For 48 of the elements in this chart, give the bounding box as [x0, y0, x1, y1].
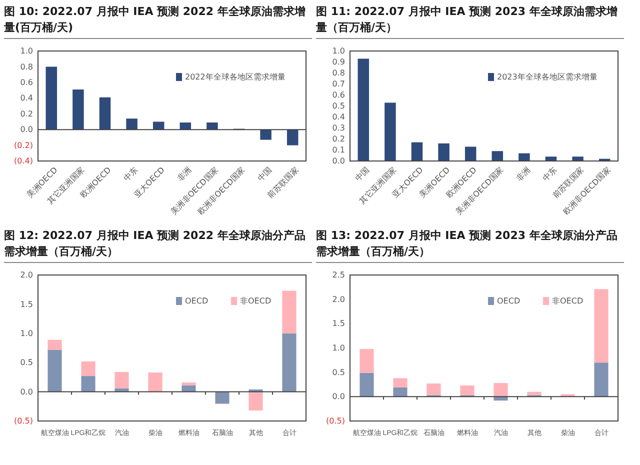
y-tick-label: 0.0 [20, 387, 33, 396]
legend-label: 2022年全球各地区需求增量 [185, 72, 286, 82]
y-tick-label: 0.4 [20, 94, 33, 103]
y-tick-label: 0.3 [332, 124, 345, 133]
y-tick-label: 1.5 [20, 300, 33, 309]
y-tick-label: 0.5 [20, 358, 33, 368]
y-tick-label: 0.7 [332, 80, 345, 89]
y-tick-label: 2.5 [332, 270, 345, 280]
chart-title: 图 10: 2022.07 月报中 IEA 预测 2022 年全球原油需求增量(百万桶/天) [4, 4, 312, 39]
legend-label: 非OECD [552, 296, 584, 306]
y-tick-label: 0.1 [332, 146, 345, 155]
y-tick-label: 1.0 [20, 46, 33, 56]
x-tick-label: 非洲 [176, 165, 194, 184]
y-tick-label: 0.6 [20, 78, 33, 87]
y-tick-label: 2.0 [332, 294, 345, 304]
x-tick-label: 中东 [541, 165, 559, 184]
y-tick-label: 0.5 [332, 368, 345, 377]
y-tick-label: 0.9 [332, 58, 345, 67]
legend-label: 2023年全球各地区需求增量 [497, 72, 598, 82]
y-tick-label: 0.8 [20, 62, 33, 72]
legend-label: OECD [497, 296, 520, 306]
y-tick-label: 0.0 [20, 125, 33, 134]
y-tick-label: (0.2) [14, 140, 33, 150]
y-tick-label: 0.2 [20, 109, 33, 118]
y-tick-label: 1.0 [332, 46, 345, 56]
legend-label: 非OECD [240, 296, 272, 306]
y-tick-label: 0.6 [332, 90, 345, 100]
y-tick-label: 1.0 [332, 344, 345, 353]
y-tick-label: 2.0 [20, 270, 33, 280]
x-tick-label: 非洲 [514, 165, 532, 184]
x-tick-label: 中国 [256, 165, 274, 184]
y-tick-label: 0.2 [332, 134, 345, 144]
y-tick-label: (0.4) [14, 156, 33, 166]
y-tick-label: 1.0 [20, 328, 33, 338]
chart-title: 图 12: 2022.07 月报中 IEA 预测 2022 年全球原油分产品需求增量（百万桶/天） [4, 228, 312, 263]
chart-title: 图 11: 2022.07 月报中 IEA 预测 2023 年全球原油需求增量（百万桶/天） [316, 4, 624, 39]
y-tick-label: (0.5) [14, 416, 33, 426]
legend-label: OECD [185, 296, 208, 306]
y-tick-label: 0.5 [332, 102, 345, 111]
y-tick-label: 1.5 [332, 319, 345, 328]
y-tick-label: 0.4 [332, 112, 345, 122]
x-tick-label: 中国 [354, 165, 372, 184]
y-tick-label: 0.8 [332, 68, 345, 78]
y-tick-label: 0.0 [332, 392, 345, 402]
chart-title: 图 13: 2022.07 月报中 IEA 预测 2023 年全球原油分产品需求增量（百万桶/天） [316, 228, 624, 263]
y-tick-label: 0.0 [332, 156, 345, 166]
y-tick-label: (0.5) [326, 416, 345, 426]
x-tick-label: 中东 [122, 165, 140, 184]
